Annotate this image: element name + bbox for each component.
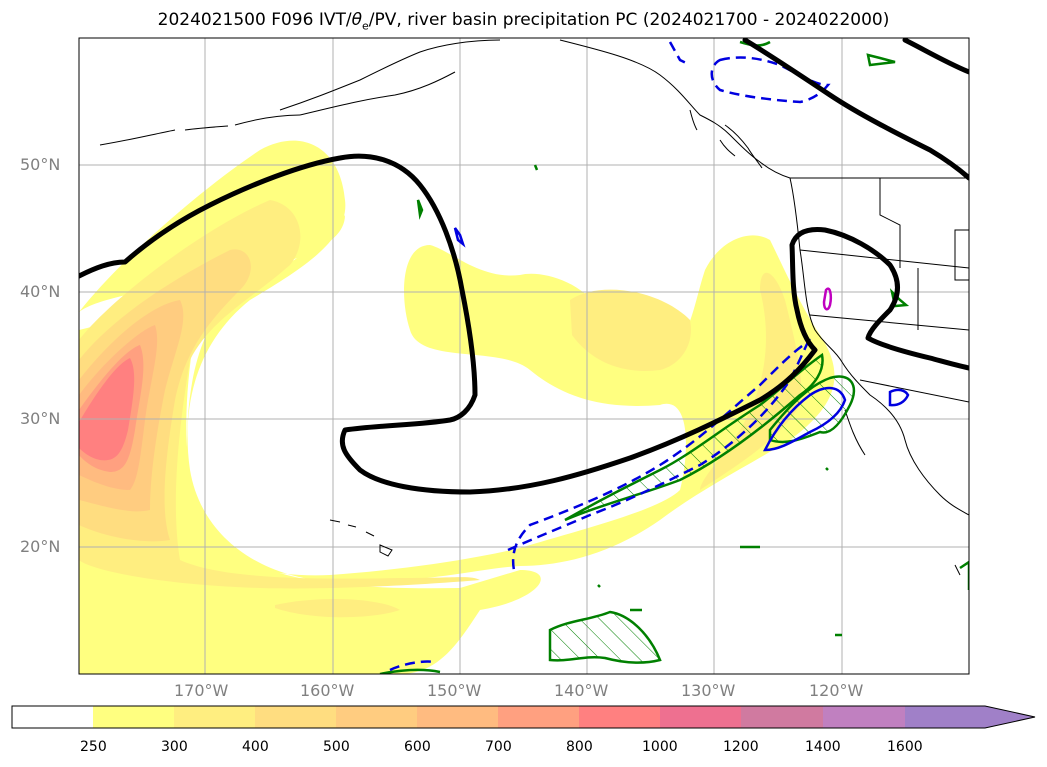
lat-label-30n: 30°N	[20, 409, 61, 428]
colorbar-label-700: 700	[485, 739, 512, 755]
lat-label-50n: 50°N	[20, 155, 61, 174]
lat-label-40n: 40°N	[20, 282, 61, 301]
gridlines	[79, 38, 969, 674]
colorbar	[11, 705, 1036, 729]
lat-label-20n: 20°N	[20, 537, 61, 556]
theta-e-contours	[79, 38, 969, 495]
lon-label-160w: 160°W	[300, 681, 355, 700]
colorbar-label-800: 800	[566, 739, 593, 755]
map-area	[79, 38, 969, 674]
lon-label-120w: 120°W	[809, 681, 864, 700]
colorbar-label-400: 400	[242, 739, 269, 755]
colorbar-label-1400: 1400	[805, 739, 841, 755]
magenta-contour	[822, 287, 833, 311]
map-title: 2024021500 F096 IVT/θe/PV, river basin p…	[157, 10, 890, 33]
pv-contours	[379, 40, 969, 674]
lon-label-150w: 150°W	[427, 681, 482, 700]
colorbar-label-600: 600	[404, 739, 431, 755]
ivt-shading	[79, 140, 835, 674]
lon-label-130w: 130°W	[681, 681, 736, 700]
colorbar-label-1200: 1200	[723, 739, 759, 755]
colorbar-label-250: 250	[80, 739, 107, 755]
colorbar-label-1600: 1600	[887, 739, 923, 755]
colorbar-label-500: 500	[323, 739, 350, 755]
lon-label-140w: 140°W	[554, 681, 609, 700]
colorbar-label-1000: 1000	[642, 739, 678, 755]
lon-label-170w: 170°W	[174, 681, 229, 700]
coastlines	[99, 39, 969, 576]
colorbar-label-300: 300	[161, 739, 188, 755]
map-frame	[78, 37, 970, 675]
